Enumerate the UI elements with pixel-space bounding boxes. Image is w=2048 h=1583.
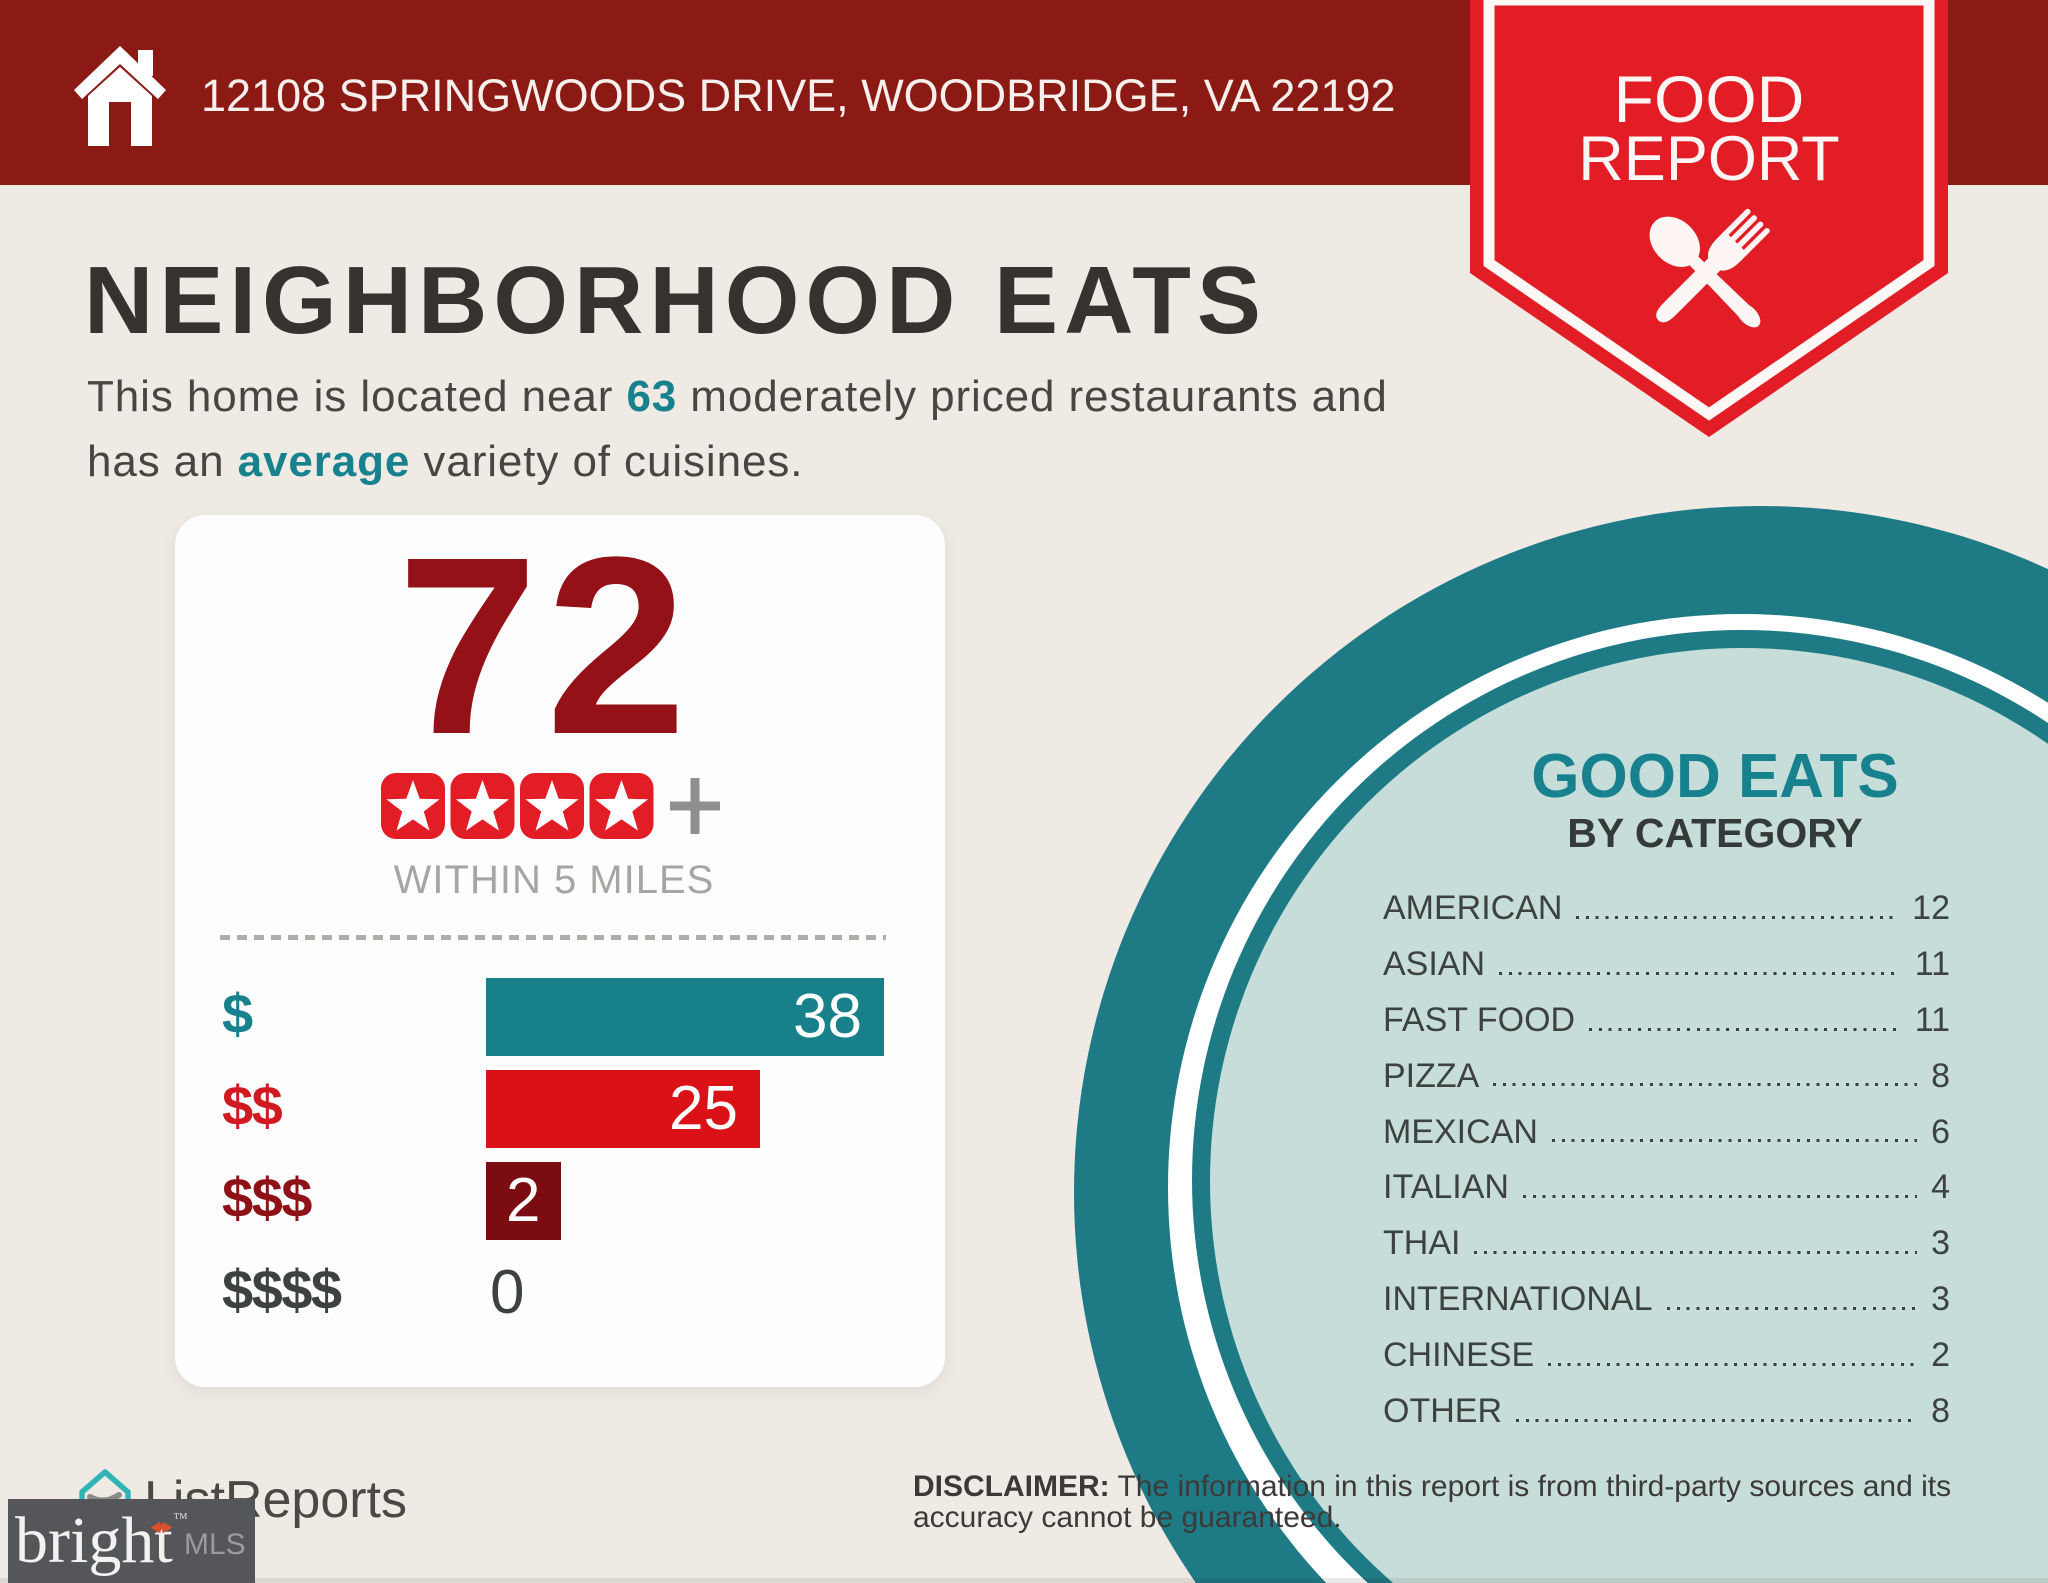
svg-text:REPORT: REPORT [1578,124,1839,194]
svg-text:FOOD: FOOD [1614,62,1805,136]
